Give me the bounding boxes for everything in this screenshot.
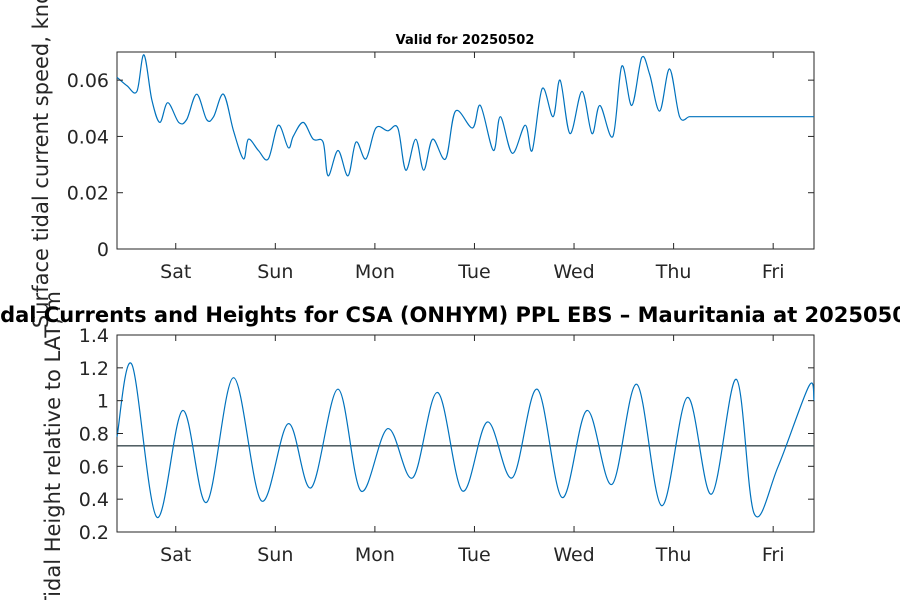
current-speed-x-tick-label: Sat bbox=[160, 261, 191, 283]
tidal-height-x-ticks: Sat Sun Mon Tue Wed Thu Fri bbox=[160, 335, 784, 566]
tidal-height-y-tick-label: 0.6 bbox=[79, 456, 109, 478]
current-speed-x-ticks: Sat Sun Mon Tue Wed Thu Fri bbox=[160, 52, 784, 283]
current-speed-y-axis-label: Surface tidal current speed, knots bbox=[29, 0, 53, 328]
current-speed-y-tick-label: 0.02 bbox=[67, 183, 109, 205]
current-speed-y-ticks: 0 0.02 0.04 0.06 bbox=[67, 70, 814, 261]
tidal-height-series-line bbox=[116, 362, 815, 518]
tidal-height-y-tick-label: 0.2 bbox=[79, 522, 109, 544]
current-speed-x-tick-label: Tue bbox=[457, 261, 490, 283]
tidal-height-y-tick-label: 0.8 bbox=[79, 424, 109, 446]
current-speed-x-tick-label: Fri bbox=[762, 261, 785, 283]
current-speed-y-tick-label: 0.06 bbox=[67, 70, 109, 92]
tidal-height-x-tick-label: Tue bbox=[457, 544, 490, 566]
current-speed-series-line bbox=[116, 54, 814, 177]
tidal-height-y-tick-label: 1.2 bbox=[79, 358, 109, 380]
current-speed-y-tick-label: 0 bbox=[97, 239, 109, 261]
tidal-height-y-tick-label: 1.4 bbox=[79, 325, 109, 347]
tidal-height-x-tick-label: Sun bbox=[257, 544, 293, 566]
current-speed-x-tick-label: Wed bbox=[553, 261, 594, 283]
current-speed-y-tick-label: 0.04 bbox=[67, 126, 109, 148]
current-speed-x-tick-label: Sun bbox=[257, 261, 293, 283]
tidal-height-axes-frame bbox=[116, 334, 815, 533]
tidal-height-x-tick-label: Sat bbox=[160, 544, 191, 566]
current-speed-axes-frame bbox=[116, 51, 815, 250]
tidal-height-y-axis-label: Tidal Height relative to LAT, m bbox=[41, 291, 65, 600]
tidal-height-x-tick-label: Thu bbox=[655, 544, 692, 566]
current-speed-axes: Sat Sun Mon Tue Wed Thu Fri 0 0.02 0.04 0.06 Vali… bbox=[29, 0, 815, 328]
tidal-height-x-tick-label: Mon bbox=[355, 544, 395, 566]
tidal-height-x-tick-label: Wed bbox=[553, 544, 594, 566]
tidal-height-y-ticks: 0.2 0.4 0.6 0.8 1 1.2 1.4 bbox=[79, 325, 814, 544]
current-speed-x-tick-label: Mon bbox=[355, 261, 395, 283]
figure-title: Tidal Currents and Heights for CSA (ONHY… bbox=[0, 303, 900, 327]
tidal-height-x-tick-label: Fri bbox=[762, 544, 785, 566]
current-speed-x-tick-label: Thu bbox=[655, 261, 692, 283]
tidal-height-y-tick-label: 1 bbox=[97, 391, 109, 413]
tidal-height-y-tick-label: 0.4 bbox=[79, 489, 109, 511]
tidal-height-axes: Sat Sun Mon Tue Wed Thu Fri 0.2 0.4 0.6 0.8 1 1.2 1.… bbox=[41, 291, 815, 600]
current-speed-title: Valid for 20250502 bbox=[396, 33, 535, 48]
